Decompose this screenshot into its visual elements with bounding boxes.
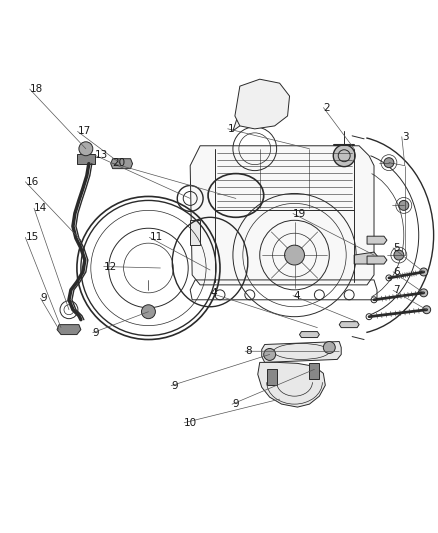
Text: 4: 4: [210, 288, 217, 298]
Polygon shape: [309, 364, 319, 379]
Circle shape: [420, 268, 427, 276]
Text: 10: 10: [184, 418, 197, 428]
Polygon shape: [235, 79, 290, 129]
Polygon shape: [267, 369, 277, 385]
Circle shape: [423, 306, 431, 314]
Polygon shape: [262, 342, 341, 362]
Polygon shape: [339, 321, 359, 328]
Text: 12: 12: [104, 262, 117, 271]
Text: 3: 3: [402, 132, 408, 142]
Text: 1: 1: [228, 124, 234, 134]
Circle shape: [420, 289, 427, 297]
Circle shape: [79, 142, 93, 156]
Text: 14: 14: [34, 203, 47, 213]
Text: 13: 13: [95, 150, 108, 160]
Text: 4: 4: [293, 290, 300, 301]
Text: 8: 8: [245, 346, 252, 356]
Circle shape: [399, 200, 409, 211]
Circle shape: [141, 305, 155, 319]
Circle shape: [264, 349, 276, 360]
Text: 7: 7: [393, 285, 400, 295]
Polygon shape: [354, 252, 379, 264]
Polygon shape: [367, 256, 387, 264]
Circle shape: [394, 250, 404, 260]
Polygon shape: [111, 159, 133, 168]
Text: 9: 9: [41, 293, 47, 303]
Text: 5: 5: [393, 243, 400, 253]
Circle shape: [333, 145, 355, 167]
Text: 18: 18: [30, 84, 43, 94]
Text: 6: 6: [393, 267, 400, 277]
Polygon shape: [57, 325, 81, 335]
Polygon shape: [300, 332, 319, 337]
Text: 19: 19: [293, 208, 306, 219]
Text: 9: 9: [232, 399, 239, 409]
Polygon shape: [233, 86, 282, 131]
Polygon shape: [77, 154, 95, 164]
Polygon shape: [190, 146, 374, 285]
Text: 9: 9: [171, 381, 178, 391]
Text: 11: 11: [149, 232, 162, 243]
Circle shape: [323, 342, 335, 353]
Polygon shape: [190, 220, 200, 245]
Circle shape: [384, 158, 394, 168]
Text: 15: 15: [25, 232, 39, 243]
Text: 17: 17: [78, 126, 91, 136]
Polygon shape: [367, 236, 387, 244]
Text: 9: 9: [93, 328, 99, 338]
Circle shape: [285, 245, 304, 265]
Text: 16: 16: [25, 177, 39, 187]
Polygon shape: [258, 362, 325, 407]
Text: 20: 20: [113, 158, 126, 168]
Text: 2: 2: [323, 103, 330, 112]
